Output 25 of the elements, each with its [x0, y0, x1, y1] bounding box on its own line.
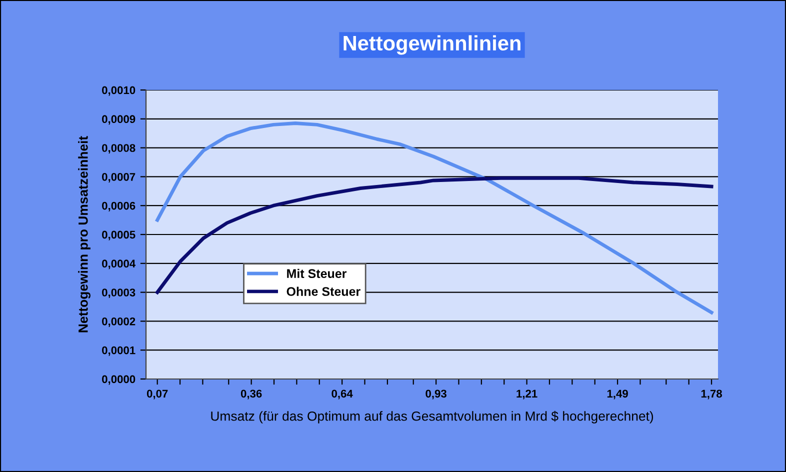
y-tick-label: 0,0007	[102, 172, 136, 182]
y-axis-title: Nettogewinn pro Umsatzeinheit	[78, 136, 90, 332]
y-tick-label: 0,0002	[102, 317, 136, 327]
y-tick-label: 0,0006	[102, 202, 136, 212]
line-series	[156, 122, 714, 314]
y-tick-label: 0,0009	[102, 115, 136, 125]
y-tick-label: 0,0010	[102, 86, 136, 96]
line-series	[156, 176, 714, 294]
x-tick-label: 1,21	[516, 390, 538, 400]
x-tick-label: 1,78	[701, 390, 722, 400]
legend-label: Mit Steuer	[287, 268, 347, 278]
y-tick-label: 0,0001	[102, 346, 136, 356]
x-axis-title: Umsatz (für das Optimum auf das Gesamtvolumen in Mrd $ hochgerechnet)	[211, 410, 654, 424]
chart-title: Nettogewinnlinien	[344, 35, 520, 55]
x-tick-label: 0,07	[146, 390, 168, 400]
y-tick-label: 0,0008	[102, 144, 136, 154]
x-tick-label: 1,49	[607, 390, 628, 400]
x-tick-label: 0,64	[332, 390, 353, 400]
y-tick-label: 0,0004	[102, 260, 136, 270]
y-tick-label: 0,0005	[102, 230, 136, 240]
x-tick-label: 0,36	[240, 390, 262, 400]
x-tick-label: 0,93	[426, 390, 446, 400]
y-tick-label: 0,0000	[102, 375, 136, 385]
y-tick-label: 0,0003	[102, 288, 136, 298]
legend-label: Ohne Steuer	[286, 286, 360, 296]
